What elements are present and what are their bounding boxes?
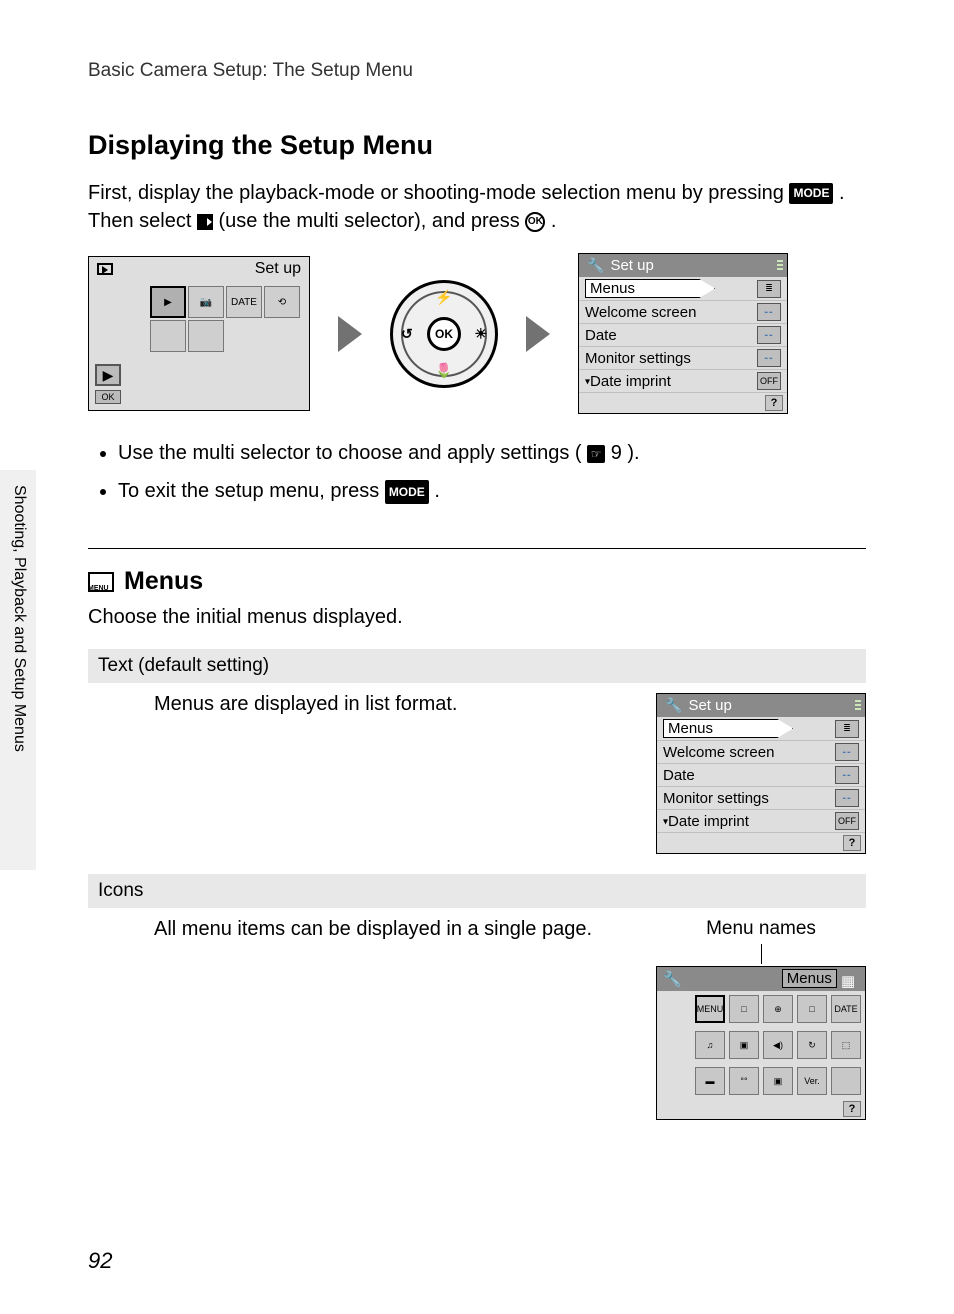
icons-row-2: ♫ ▣ ◀) ↻ ⬚ xyxy=(657,1027,865,1063)
tool-icon: 🔧 xyxy=(663,970,682,988)
bullet-2: To exit the setup menu, press MODE . xyxy=(118,474,866,508)
menu-val-icon: ≣ xyxy=(757,280,781,298)
grid-cell: DATE xyxy=(831,995,861,1023)
tool-icon: 🔧 xyxy=(665,697,682,714)
setup-tool-icon xyxy=(197,214,213,230)
wheel-right: ☀ xyxy=(474,325,487,342)
icons-option-desc: All menu items can be displayed in a sin… xyxy=(154,918,636,941)
arrow-icon xyxy=(526,316,550,352)
menu-row: Monitor settings -- xyxy=(657,787,865,810)
menu-row-monitor: Monitor settings -- xyxy=(579,347,787,370)
icon-empty2 xyxy=(188,320,224,352)
ok-button-icon: OK xyxy=(525,212,545,232)
grid-cell: ▣ xyxy=(729,1031,759,1059)
grid-cell: Ver. xyxy=(797,1067,827,1095)
multi-selector-wheel: OK ⚡ 🌷 ↺ ☀ xyxy=(390,280,498,388)
bullet-1: Use the multi selector to choose and app… xyxy=(118,436,866,470)
grid-cell: ▣ xyxy=(763,1067,793,1095)
mode-button-icon: MODE xyxy=(789,183,833,204)
icon-shoot: 📷 xyxy=(188,286,224,318)
help-icon: ? xyxy=(765,395,783,411)
text-option-desc: Menus are displayed in list format. xyxy=(154,693,636,716)
grid-cell xyxy=(831,1067,861,1095)
grid-cell: ◀) xyxy=(763,1031,793,1059)
menu-row-welcome: Welcome screen -- xyxy=(579,301,787,324)
intro-paragraph: First, display the playback-mode or shoo… xyxy=(88,179,866,235)
grid-cell: °° xyxy=(729,1067,759,1095)
flow-diagram: Set up ▶ 📷 DATE ⟲ ▶ OK OK ⚡ 🌷 ↺ ☀ xyxy=(88,253,866,414)
icons-row-3: ▬ °° ▣ Ver. xyxy=(657,1063,865,1099)
wheel-up: ⚡ xyxy=(435,289,452,306)
menu-row: ▾Date imprint OFF xyxy=(657,810,865,833)
wheel-ok: OK xyxy=(427,317,461,351)
wheel-down: 🌷 xyxy=(435,362,452,379)
grid-cell: ♫ xyxy=(695,1031,725,1059)
grid-cell: ⊕ xyxy=(763,995,793,1023)
grid-cell: ↻ xyxy=(797,1031,827,1059)
grid-cell: □ xyxy=(797,995,827,1023)
page-number: 92 xyxy=(88,1248,112,1274)
grid-cell: □ xyxy=(729,995,759,1023)
menu-row: Menus ≣ xyxy=(657,717,865,741)
instruction-list: Use the multi selector to choose and app… xyxy=(118,436,866,508)
icon-empty1 xyxy=(150,320,186,352)
section-divider xyxy=(88,548,866,549)
menu-row-imprint: ▾Date imprint OFF xyxy=(579,370,787,393)
menu-row-date: Date -- xyxy=(579,324,787,347)
icons-option-body: All menu items can be displayed in a sin… xyxy=(88,918,866,1140)
icons-screen-wrapper: Menu names 🔧 Menus ▦ MENU □ ⊕ □ DATE xyxy=(656,918,866,1120)
breadcrumb: Basic Camera Setup: The Setup Menu xyxy=(88,60,866,82)
icons-menu-screen: 🔧 Menus ▦ MENU □ ⊕ □ DATE ♫ ▣ ◀) xyxy=(656,966,866,1120)
ok-indicator: OK xyxy=(95,390,121,404)
icon-playback: ▶ xyxy=(150,286,186,318)
icon-date: DATE xyxy=(226,286,262,318)
page-title: Displaying the Setup Menu xyxy=(88,130,866,161)
icons-row-1: MENU □ ⊕ □ DATE xyxy=(657,991,865,1027)
menus-description: Choose the initial menus displayed. xyxy=(88,606,866,629)
playback-indicator: ▶ xyxy=(95,364,121,386)
menu-row-menus: Menus ≣ xyxy=(579,277,787,301)
setup-menu-title: 🔧 Set up xyxy=(579,254,787,277)
icons-option-head: Icons xyxy=(88,874,866,908)
menu-names-label: Menu names xyxy=(656,918,866,940)
menus-heading: Menus xyxy=(88,567,866,596)
menu-row: Welcome screen -- xyxy=(657,741,865,764)
text-option-body: Menus are displayed in list format. 🔧 Se… xyxy=(88,693,866,874)
lcd1-title: Set up xyxy=(255,260,301,278)
icon-setup: ⟲ xyxy=(264,286,300,318)
help-icon: ? xyxy=(843,835,861,851)
icons-header: 🔧 Menus ▦ xyxy=(657,967,865,991)
playback-icon xyxy=(97,263,113,275)
menu-row: Date -- xyxy=(657,764,865,787)
grid-cell: MENU xyxy=(695,995,725,1023)
mode-selection-screen: Set up ▶ 📷 DATE ⟲ ▶ OK xyxy=(88,256,310,411)
text-option-head: Text (default setting) xyxy=(88,649,866,683)
mode-button-icon: MODE xyxy=(385,480,429,504)
tool-icon: 🔧 xyxy=(587,257,604,274)
arrow-icon xyxy=(338,316,362,352)
pointer-line xyxy=(761,944,762,964)
page-ref-icon: ☞ xyxy=(587,445,605,463)
grid-cell: ▬ xyxy=(695,1067,725,1095)
setup-menu-screen: 🔧 Set up Menus ≣ Welcome screen -- Date … xyxy=(578,253,788,414)
grid-icon: ▦ xyxy=(841,972,859,988)
help-icon: ? xyxy=(843,1101,861,1117)
menu-footer: ? xyxy=(579,393,787,413)
text-menu-screen: 🔧 Set up Menus ≣ Welcome screen -- Date … xyxy=(656,693,866,854)
menu-glyph-icon xyxy=(88,572,114,592)
grid-cell: ⬚ xyxy=(831,1031,861,1059)
wheel-left: ↺ xyxy=(401,325,413,342)
